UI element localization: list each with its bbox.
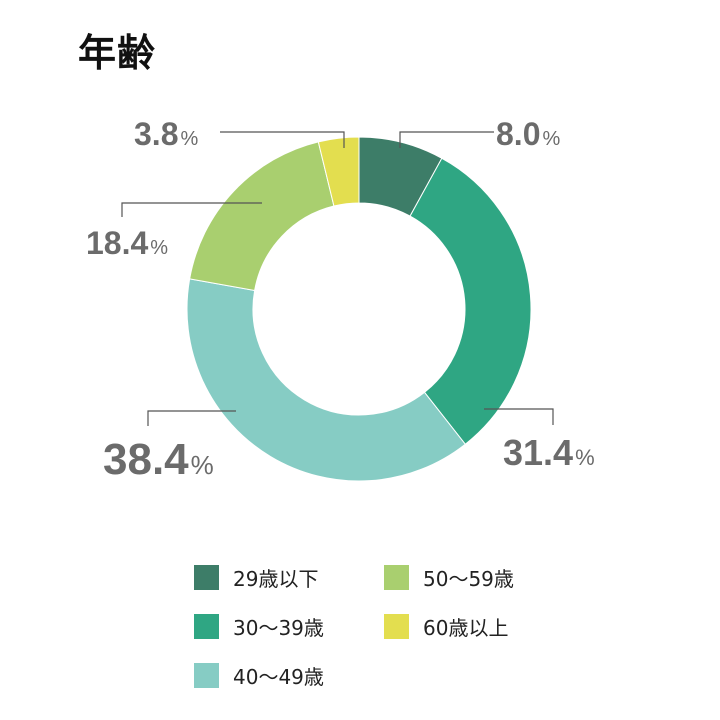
legend-label: 50〜59歳 — [423, 566, 514, 591]
legend-label: 29歳以下 — [233, 566, 319, 591]
legend-item-5: 60歳以上 — [384, 611, 508, 641]
data-label-1: 8.0% — [496, 116, 560, 152]
donut-chart: 8.0 % 31.4% 38.4% 18.4 % 3.8% — [86, 116, 595, 484]
legend-label: 60歳以上 — [423, 615, 509, 640]
leader-line-2 — [484, 408, 554, 425]
donut-slice-3 — [186, 278, 466, 482]
leader-line-4 — [121, 202, 262, 217]
leader-line-3 — [147, 410, 236, 426]
donut-slice-2 — [409, 157, 532, 445]
donut-slice-4 — [189, 141, 335, 292]
legend-swatch — [194, 613, 219, 639]
leader-line-5 — [220, 131, 345, 148]
legend-label: 40〜49歳 — [233, 664, 324, 689]
legend: 29歳以下 50〜59歳 30〜39歳 60歳以上 40〜49歳 — [194, 560, 594, 700]
legend-swatch — [194, 662, 219, 688]
chart-title: 年齢 — [78, 31, 157, 75]
legend-item-3: 40〜49歳 — [194, 660, 324, 690]
donut-slice-5 — [317, 136, 360, 207]
legend-label: 30〜39歳 — [233, 615, 324, 640]
data-label-5: 3.8% — [134, 116, 198, 152]
data-label-2: 31.4% — [503, 432, 595, 473]
legend-item-4: 50〜59歳 — [384, 562, 514, 592]
legend-item-2: 30〜39歳 — [194, 611, 324, 641]
legend-swatch — [194, 564, 219, 590]
legend-item-1: 29歳以下 — [194, 562, 318, 592]
legend-swatch — [384, 564, 409, 590]
data-label-3: 38.4% — [103, 435, 214, 484]
leader-line-1 — [399, 131, 494, 148]
legend-swatch — [384, 613, 409, 639]
data-label-4: 18.4% — [86, 225, 168, 261]
